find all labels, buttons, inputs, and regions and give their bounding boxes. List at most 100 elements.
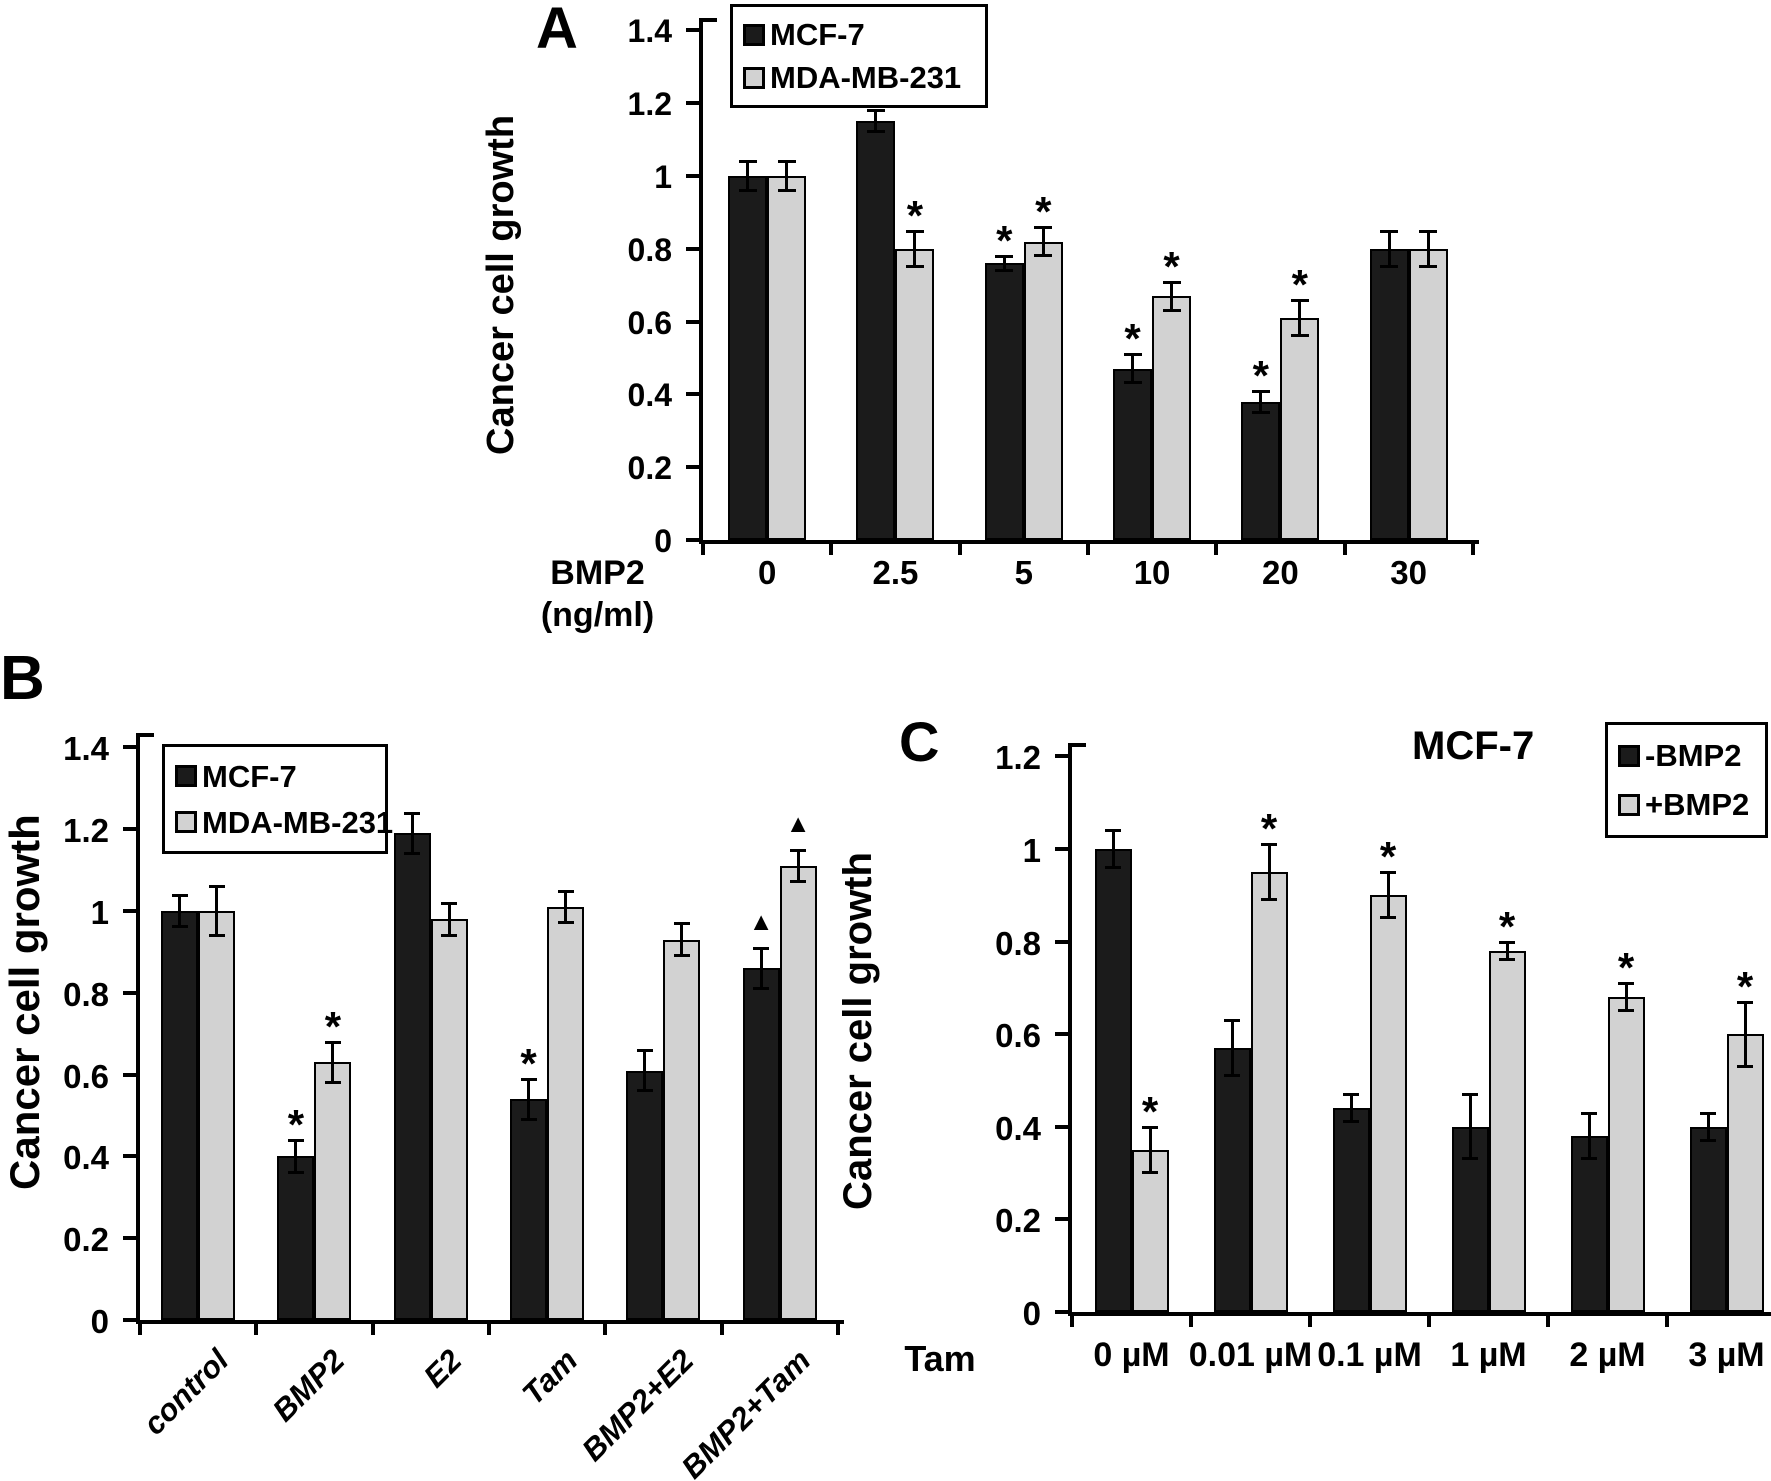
- panel-a-bar-MCF-7-20: [1241, 401, 1281, 540]
- panel-a-error-cap-bottom: [866, 130, 885, 134]
- panel-a-error-cap-bottom: [1162, 308, 1181, 312]
- panel-c-y-tick: [1055, 1310, 1068, 1314]
- panel-b-error-cap-bottom: [324, 1080, 341, 1084]
- panel-c-y-tick: [1055, 1124, 1068, 1129]
- panel-a-category-label: 10: [1133, 554, 1171, 591]
- panel-a-error-bar: [1259, 390, 1263, 413]
- panel-c-y-tick: [1055, 1217, 1068, 1222]
- panel-b-legend-swatch-icon: [175, 811, 197, 833]
- panel-c-y-tick: [1055, 1032, 1068, 1037]
- panel-b-y-tick-label: 1.4: [63, 730, 109, 768]
- panel-c-error-cap-bottom: [1343, 1120, 1359, 1124]
- panel-a-significance-asterisk: *: [1291, 260, 1309, 308]
- panel-a-y-tick-label: 1: [654, 159, 672, 195]
- panel-c-x-tick: [1189, 1316, 1193, 1327]
- panel-c-letter: C: [899, 710, 940, 773]
- panel-a-error-bar: [1170, 281, 1174, 311]
- panel-c-error-cap-top: [1700, 1111, 1716, 1115]
- panel-c-bar--BMP2-3 µM: [1689, 1126, 1727, 1312]
- panel-b-bar-MCF-7-BMP2+Tam: [742, 968, 780, 1320]
- panel-b-y-tick: [123, 1318, 136, 1322]
- panel-a-error-bar: [1002, 256, 1006, 271]
- panel-b-error-cap-top: [557, 889, 574, 893]
- panel-a-error-bar: [1131, 354, 1135, 384]
- panel-a-error-bar: [874, 110, 878, 133]
- panel-a-y-tick: [686, 246, 699, 251]
- panel-a-bar-MCF-7-30: [1369, 248, 1409, 540]
- panel-b-significance-asterisk: *: [287, 1101, 305, 1149]
- panel-b-significance-triangle: ▲: [748, 907, 774, 936]
- panel-c-y-tick-label: 1.2: [995, 739, 1041, 777]
- panel-b-error-bar: [294, 1140, 298, 1173]
- panel-b-error-cap-bottom: [404, 851, 421, 855]
- panel-c-y-tick-label: 0.6: [995, 1017, 1041, 1055]
- panel-a-legend-entry: MCF-7: [743, 19, 975, 50]
- panel-b-x-tick: [835, 1324, 840, 1335]
- panel-a-x-tick: [957, 544, 962, 555]
- panel-c-error-bar: [1230, 1020, 1234, 1076]
- panel-a-category-label: 5: [1014, 554, 1033, 591]
- panel-c-significance-asterisk: *: [1498, 902, 1516, 950]
- panel-c-category-label: 0.01 µM: [1188, 1336, 1313, 1374]
- panel-c-y-tick-label: 0.8: [995, 924, 1041, 962]
- panel-c-error-cap-bottom: [1499, 958, 1515, 962]
- panel-a-error-cap-top: [1162, 280, 1181, 284]
- panel-a-x-tick: [1470, 544, 1475, 555]
- panel-b-y-tick-label: 0.6: [63, 1057, 109, 1095]
- panel-b-x-axis: [136, 1320, 844, 1324]
- panel-c-error-cap-top: [1618, 982, 1634, 986]
- panel-c-bar-+BMP2-0.1 µM: [1369, 895, 1407, 1312]
- panel-c-bar-+BMP2-2 µM: [1607, 997, 1645, 1312]
- panel-c-error-cap-bottom: [1700, 1138, 1716, 1142]
- panel-b-category-label: control: [136, 1342, 236, 1442]
- panel-b-error-cap-bottom: [673, 953, 690, 957]
- panel-c-error-cap-bottom: [1737, 1064, 1753, 1068]
- panel-a-legend-swatch-icon: [743, 66, 765, 89]
- panel-b-bar-MDA-MB-231-Tam: [547, 906, 585, 1320]
- panel-c-error-bar: [1743, 1001, 1747, 1067]
- panel-a-y-tick-label: 1.4: [627, 13, 672, 50]
- panel-b-error-cap-bottom: [753, 986, 770, 990]
- panel-c-error-bar: [1386, 872, 1390, 919]
- panel-a-error-cap-top: [1123, 353, 1142, 357]
- panel-b-bar-MDA-MB-231-BMP2+Tam: [779, 866, 817, 1320]
- panel-b-error-cap-top: [287, 1139, 304, 1143]
- panel-b-legend-label: MCF-7: [202, 758, 297, 794]
- panel-b-error-cap-top: [753, 946, 770, 950]
- panel-c-error-bar: [1468, 1094, 1472, 1160]
- panel-a-x-tick: [1342, 544, 1347, 555]
- panel-b-y-tick: [123, 990, 136, 995]
- panel-a-y-tick: [686, 174, 699, 178]
- panel-b-letter: B: [0, 644, 45, 713]
- panel-c-error-cap-bottom: [1142, 1171, 1158, 1175]
- panel-b-significance-asterisk: *: [324, 1002, 342, 1050]
- panel-c-error-cap-top: [1737, 1000, 1753, 1004]
- panel-b-error-cap-top: [208, 885, 225, 889]
- panel-b-x-tick: [370, 1324, 375, 1335]
- panel-b-y-tick: [123, 1154, 136, 1159]
- panel-a-error-cap-top: [995, 255, 1014, 259]
- panel-a-y-tick-label: 0.6: [627, 304, 672, 341]
- panel-c-error-cap-top: [1343, 1093, 1359, 1097]
- panel-c-legend-entry: +BMP2: [1618, 789, 1755, 820]
- panel-a-category-label: 0: [757, 554, 777, 591]
- panel-c-bar-+BMP2-0.01 µM: [1250, 872, 1288, 1312]
- panel-c-error-bar: [1349, 1094, 1353, 1123]
- panel-b-y-tick-label: 0.4: [63, 1139, 109, 1177]
- panel-b-error-cap-bottom: [208, 933, 225, 937]
- panel-b-error-bar: [215, 886, 219, 936]
- panel-a-x-axis: [699, 540, 1479, 544]
- panel-a-significance-asterisk: *: [1252, 351, 1270, 399]
- panel-b-y-tick-label: 1.2: [63, 812, 109, 850]
- panel-b-x-tick: [486, 1324, 491, 1335]
- panel-b-y-axis-top-cap: [140, 733, 154, 737]
- panel-c-error-bar: [1587, 1112, 1591, 1160]
- panel-c-error-cap-top: [1462, 1093, 1478, 1097]
- panel-b-error-cap-bottom: [171, 925, 188, 929]
- panel-c-bar-+BMP2-3 µM: [1726, 1034, 1764, 1312]
- panel-c-error-cap-bottom: [1105, 865, 1121, 869]
- panel-b-y-tick-label: 0.2: [63, 1221, 109, 1259]
- panel-c-significance-asterisk: *: [1736, 962, 1754, 1010]
- panel-a-category-label: 30: [1390, 554, 1427, 591]
